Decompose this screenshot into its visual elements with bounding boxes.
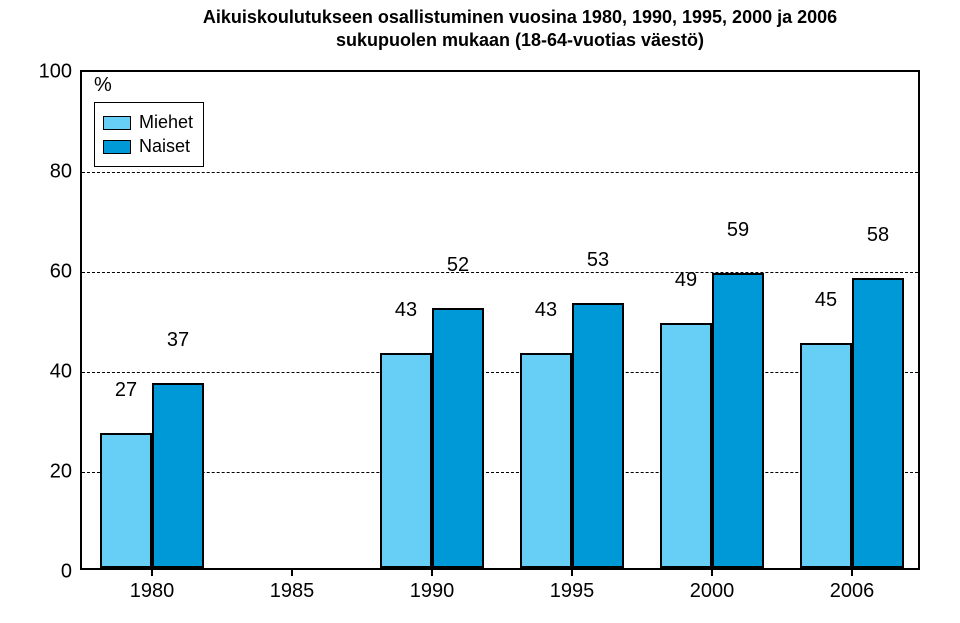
bar-value-label: 43 [535, 299, 557, 326]
x-tick [571, 568, 573, 576]
x-tick-label: 2000 [690, 580, 735, 603]
legend-label: Naiset [139, 136, 190, 157]
x-tick-label: 1985 [270, 580, 315, 603]
x-tick [711, 568, 713, 576]
y-tick-label: 100 [39, 61, 72, 84]
chart-title: Aikuiskoulutukseen osallistuminen vuosin… [120, 6, 920, 53]
y-tick-label: 20 [50, 461, 72, 484]
bar [712, 273, 764, 568]
bar [660, 323, 712, 568]
title-line-1: Aikuiskoulutukseen osallistuminen vuosin… [203, 7, 837, 27]
legend-swatch [103, 116, 131, 130]
x-tick-label: 2006 [830, 580, 875, 603]
x-tick [291, 568, 293, 576]
percent-symbol: % [94, 74, 112, 97]
bar [520, 353, 572, 568]
grid-line [82, 272, 918, 273]
grid-line [82, 172, 918, 173]
bar-value-label: 59 [727, 219, 749, 246]
grid-line [82, 472, 918, 473]
bar-value-label: 37 [167, 329, 189, 356]
bar-value-label: 58 [867, 224, 889, 251]
legend-row: Naiset [103, 136, 193, 157]
chart-plot-area: % MiehetNaiset 0204060801001980273719851… [80, 70, 920, 570]
bar [100, 433, 152, 568]
x-tick-label: 1990 [410, 580, 455, 603]
legend-label: Miehet [139, 112, 193, 133]
bar [152, 383, 204, 568]
bar [572, 303, 624, 568]
legend-row: Miehet [103, 112, 193, 133]
legend-swatch [103, 140, 131, 154]
bar-value-label: 52 [447, 254, 469, 281]
y-tick-label: 0 [61, 561, 72, 584]
y-tick-label: 80 [50, 161, 72, 184]
chart-legend: Miehet Naiset [94, 102, 204, 167]
bar-value-label: 49 [675, 269, 697, 296]
bar-value-label: 45 [815, 289, 837, 316]
x-tick-label: 1980 [130, 580, 175, 603]
x-tick [431, 568, 433, 576]
bar [852, 278, 904, 568]
bar-value-label: 43 [395, 299, 417, 326]
x-tick [851, 568, 853, 576]
bar [380, 353, 432, 568]
x-tick [151, 568, 153, 576]
bar [432, 308, 484, 568]
title-line-2: sukupuolen mukaan (18-64-vuotias väestö) [336, 30, 704, 50]
bar-value-label: 27 [115, 379, 137, 406]
grid-line [82, 372, 918, 373]
bar-value-label: 53 [587, 249, 609, 276]
y-tick-label: 60 [50, 261, 72, 284]
bar [800, 343, 852, 568]
y-tick-label: 40 [50, 361, 72, 384]
x-tick-label: 1995 [550, 580, 595, 603]
